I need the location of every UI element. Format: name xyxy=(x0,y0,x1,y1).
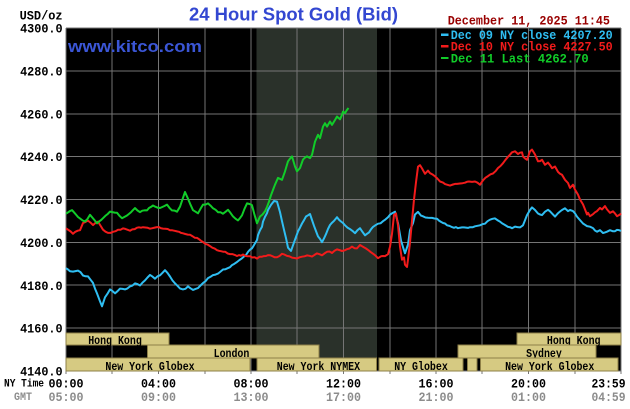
svg-text:04:59: 04:59 xyxy=(592,390,626,405)
svg-text:USD/oz: USD/oz xyxy=(20,8,63,23)
svg-text:21:00: 21:00 xyxy=(419,390,454,405)
svg-text:4220.0: 4220.0 xyxy=(20,193,63,208)
svg-text:24 Hour Spot Gold (Bid): 24 Hour Spot Gold (Bid) xyxy=(189,4,398,25)
svg-text:GMT: GMT xyxy=(14,392,32,404)
svg-text:4140.0: 4140.0 xyxy=(20,365,63,380)
svg-text:December 11, 2025 11:45: December 11, 2025 11:45 xyxy=(448,13,610,28)
svg-text:4260.0: 4260.0 xyxy=(20,107,63,122)
svg-text:23:59: 23:59 xyxy=(592,377,626,392)
svg-text:12:00: 12:00 xyxy=(326,377,361,392)
svg-text:09:00: 09:00 xyxy=(141,390,176,405)
svg-text:16:00: 16:00 xyxy=(419,377,454,392)
svg-text:4180.0: 4180.0 xyxy=(20,279,63,294)
svg-text:17:00: 17:00 xyxy=(326,390,361,405)
svg-text:New York Globex: New York Globex xyxy=(505,360,594,374)
svg-text:Hong Kong: Hong Kong xyxy=(88,334,142,348)
svg-text:05:00: 05:00 xyxy=(49,390,84,405)
svg-text:NY Time: NY Time xyxy=(4,379,44,391)
svg-text:www.kitco.com: www.kitco.com xyxy=(67,37,202,56)
svg-text:4200.0: 4200.0 xyxy=(20,236,63,251)
svg-text:New York Globex: New York Globex xyxy=(105,360,194,374)
svg-text:20:00: 20:00 xyxy=(511,377,546,392)
svg-text:Dec 10 NY close 4227.50: Dec 10 NY close 4227.50 xyxy=(451,40,613,55)
svg-text:Dec 09 NY close 4207.20: Dec 09 NY close 4207.20 xyxy=(451,28,613,43)
svg-text:4280.0: 4280.0 xyxy=(20,65,63,80)
svg-text:01:00: 01:00 xyxy=(511,390,546,405)
svg-text:4160.0: 4160.0 xyxy=(20,322,63,337)
svg-text:00:00: 00:00 xyxy=(49,377,84,392)
svg-text:04:00: 04:00 xyxy=(141,377,176,392)
svg-text:Dec 11 Last 4262.70: Dec 11 Last 4262.70 xyxy=(451,51,589,66)
svg-text:08:00: 08:00 xyxy=(234,377,269,392)
svg-text:New York NYMEX: New York NYMEX xyxy=(277,360,361,374)
svg-text:4300.0: 4300.0 xyxy=(20,22,63,37)
svg-text:NY Globex: NY Globex xyxy=(394,360,448,374)
svg-text:13:00: 13:00 xyxy=(234,390,269,405)
svg-text:4240.0: 4240.0 xyxy=(20,150,63,165)
